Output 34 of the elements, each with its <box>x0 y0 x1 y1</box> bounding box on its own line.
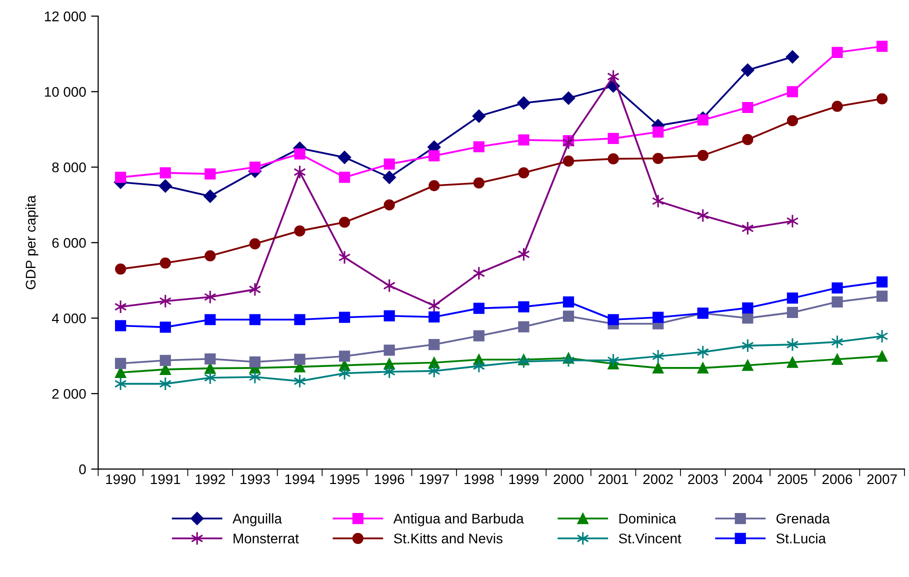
y-tick-label: 8 000 <box>52 162 86 172</box>
legend-label: St.Lucia <box>776 533 826 544</box>
x-tick-label: 2004 <box>732 474 763 484</box>
x-tick-label: 1990 <box>106 474 136 484</box>
x-tick-label: 1994 <box>285 474 315 484</box>
legend-label: Dominica <box>619 513 676 524</box>
x-tick-label: 2006 <box>822 474 852 484</box>
x-tick-label: 2001 <box>598 474 628 484</box>
y-tick-label: 12 000 <box>44 11 86 22</box>
y-tick-label: 4 000 <box>52 313 86 324</box>
legend-label: Grenada <box>776 513 830 524</box>
x-tick-label: 1998 <box>464 474 494 484</box>
legend-label: Anguilla <box>232 513 282 526</box>
legend-label: St.Vincent <box>618 533 682 544</box>
y-tick-label: 2 000 <box>52 388 86 399</box>
x-tick-label: 2007 <box>867 474 897 484</box>
x-tick-label: 1991 <box>150 474 180 484</box>
y-tick-label: 6 000 <box>52 238 86 248</box>
legend-label: St.Kitts and Nevis <box>394 533 502 544</box>
x-tick-label: 1996 <box>374 474 404 484</box>
legend-label: Antigua and Barbuda <box>393 513 524 526</box>
x-tick-label: 2002 <box>643 474 673 484</box>
x-tick-label: 1993 <box>240 474 270 484</box>
x-tick-label: 1999 <box>509 474 538 484</box>
x-tick-label: 2003 <box>688 474 718 484</box>
y-tick-label: 10 000 <box>44 86 86 97</box>
x-tick-label: 1997 <box>420 474 449 484</box>
x-tick-label: 2005 <box>778 474 808 484</box>
x-tick-label: 2000 <box>554 474 584 484</box>
y-tick-label: 0 <box>79 464 86 474</box>
y-axis-title: GDP per capita <box>25 195 38 290</box>
legend-label: Monsterrat <box>234 534 299 544</box>
x-tick-label: 1992 <box>196 474 225 484</box>
x-tick-label: 1995 <box>330 474 360 484</box>
